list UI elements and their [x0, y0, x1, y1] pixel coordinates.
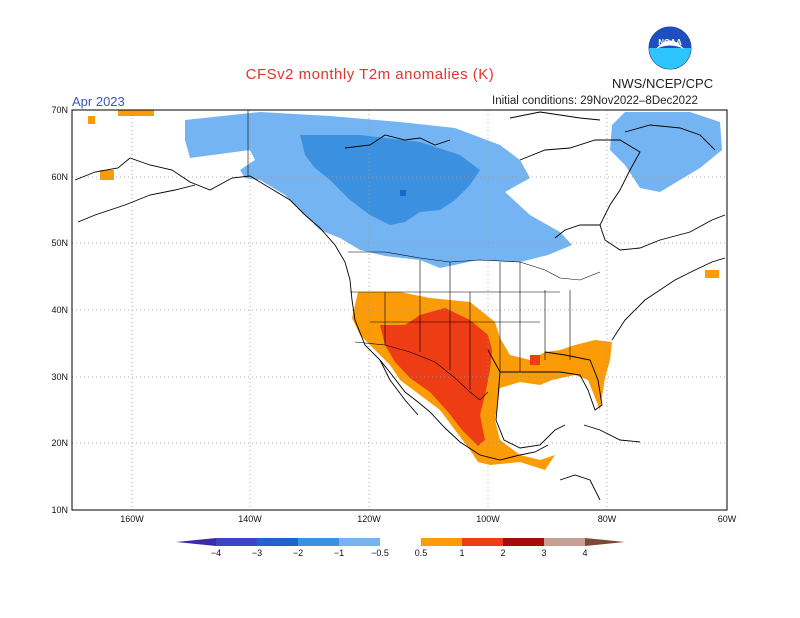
lat-label-50n: 50N [51, 238, 68, 248]
map-title: CFSv2 monthly T2m anomalies (K) [245, 66, 495, 83]
colorbar-cell-below-minus4 [176, 538, 216, 546]
colorbar-label-p05: 0.5 [414, 548, 428, 558]
colorbar-cell-p05-p1 [421, 538, 462, 546]
forecast-month-label: Apr 2023 [72, 94, 125, 109]
colorbar [176, 538, 625, 546]
colorbar-cell-p1-p2 [462, 538, 503, 546]
coastlines [74, 111, 726, 501]
warm-anomaly-alaska [100, 170, 114, 180]
lon-label-160w: 160W [120, 514, 144, 524]
colorbar-cell-m4-m3 [216, 538, 257, 546]
lon-label-120w: 120W [357, 514, 381, 524]
lon-label-100w: 100W [476, 514, 500, 524]
colorbar-label-p3: 3 [541, 548, 547, 558]
colorbar-label-m4: −4 [210, 548, 222, 558]
logo-text: NOAA [658, 38, 682, 47]
agency-label: NWS/NCEP/CPC [612, 76, 714, 91]
colorbar-label-p2: 2 [500, 548, 506, 558]
lon-label-80w: 80W [597, 514, 617, 524]
colorbar-label-m2: −2 [292, 548, 304, 558]
lat-label-30n: 30N [51, 372, 68, 382]
lon-label-140w: 140W [238, 514, 262, 524]
map-frame [71, 109, 728, 511]
graticule [72, 110, 727, 510]
colorbar-label-m05: −0.5 [371, 548, 389, 558]
lat-label-20n: 20N [51, 438, 68, 448]
lat-label-70n: 70N [51, 105, 68, 115]
lat-label-10n: 10N [51, 505, 68, 515]
colorbar-label-p4: 4 [582, 548, 588, 558]
noaa-logo: NOAA [648, 26, 692, 70]
colorbar-cell-m1-m05 [339, 538, 380, 546]
warm-anomaly-aleutian [118, 110, 154, 116]
colorbar-cell-p3-p4 [544, 538, 585, 546]
colorbar-cell-m2-m1 [298, 538, 339, 546]
initial-conditions-label: Initial conditions: 29Nov2022–8Dec2022 [492, 95, 698, 107]
colorbar-cell-above-4 [585, 538, 625, 546]
colorbar-label-m1: −1 [333, 548, 345, 558]
anomaly-fields [88, 110, 722, 470]
colorbar-cell-m3-m2 [257, 538, 298, 546]
cold-anomaly-light-east [610, 112, 722, 192]
political-borders [247, 110, 601, 401]
lon-label-60w: 60W [717, 514, 737, 524]
warm-anomaly-alaska-sw [88, 116, 95, 124]
warm-anomaly-atlantic [705, 270, 719, 278]
colorbar-label-p1: 1 [459, 548, 465, 558]
cold-anomaly-strong [400, 190, 406, 196]
warm-anomaly-lake-charles [530, 355, 540, 365]
colorbar-label-m3: −3 [251, 548, 263, 558]
cold-anomaly-medium [300, 135, 480, 225]
lat-label-40n: 40N [51, 305, 68, 315]
lat-label-60n: 60N [51, 172, 68, 182]
colorbar-cell-p2-p3 [503, 538, 544, 546]
colorbar-cell-neutral [380, 538, 421, 546]
